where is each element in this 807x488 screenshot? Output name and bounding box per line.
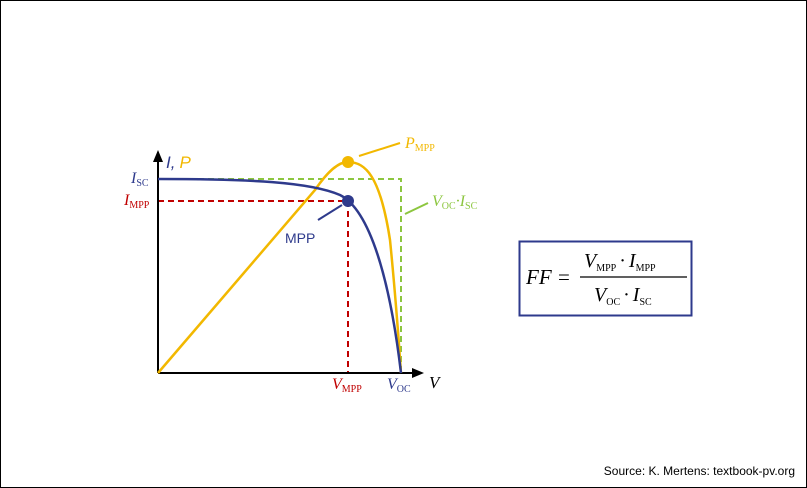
dot: · [619, 250, 626, 272]
voc-isc-label: VOC·ISC [432, 193, 478, 212]
mpp-dot [342, 195, 354, 207]
symbol: I [632, 284, 641, 306]
voc-label: VOC [387, 376, 411, 395]
power-curve [157, 160, 403, 374]
subscript: MPP [129, 200, 149, 211]
mpp-pointer [317, 204, 343, 221]
symbol: P [404, 135, 415, 152]
power: P [179, 153, 191, 172]
impp-label: IMPP [123, 192, 150, 211]
pmpp-dot [342, 156, 354, 168]
pmpp-pointer [358, 142, 401, 157]
symbol: V [387, 376, 399, 393]
subscript: MPP [415, 143, 435, 154]
source: Source: K. Mertens: textbook-pv.org [604, 464, 795, 478]
vmpp-label: VMPP [332, 376, 362, 395]
subscript: OC [606, 297, 620, 308]
subscript: SC [465, 201, 478, 212]
voc-isc-rect [158, 178, 402, 373]
symbol: I [130, 170, 137, 187]
symbol: I [628, 250, 637, 272]
y-arrow [153, 150, 163, 162]
denominator: VOC · ISC [594, 284, 652, 308]
pmpp-label: PMPP [404, 135, 435, 154]
symbol: I [123, 192, 130, 209]
symbol: V [332, 376, 344, 393]
subscript: MPP [342, 384, 362, 395]
dot: · [623, 284, 630, 306]
formula-equals: = [558, 265, 570, 289]
x-arrow [412, 368, 424, 378]
isc-label: ISC [130, 170, 149, 189]
symbol: V [432, 193, 444, 210]
subscript: OC [442, 201, 456, 212]
formula-box [518, 240, 693, 317]
x-axis-label: V [429, 373, 442, 392]
subscript: SC [639, 297, 652, 308]
separator: , [171, 153, 176, 172]
subscript: MPP [636, 263, 656, 274]
subscript: SC [136, 178, 149, 189]
subscript: OC [397, 384, 411, 395]
formula-lhs: FF [525, 265, 552, 289]
mpp-label: MPP [285, 230, 315, 246]
symbol: I [459, 193, 466, 210]
symbol: V [584, 250, 599, 272]
subscript: MPP [596, 263, 616, 274]
symbol: V [594, 284, 609, 306]
iv-curve [157, 177, 403, 374]
dot: · [456, 193, 460, 210]
numerator: VMPP · IMPP [584, 250, 656, 274]
y-axis-label: I, P [166, 153, 191, 172]
voc-isc-pointer [404, 202, 429, 215]
current: I [166, 153, 171, 172]
